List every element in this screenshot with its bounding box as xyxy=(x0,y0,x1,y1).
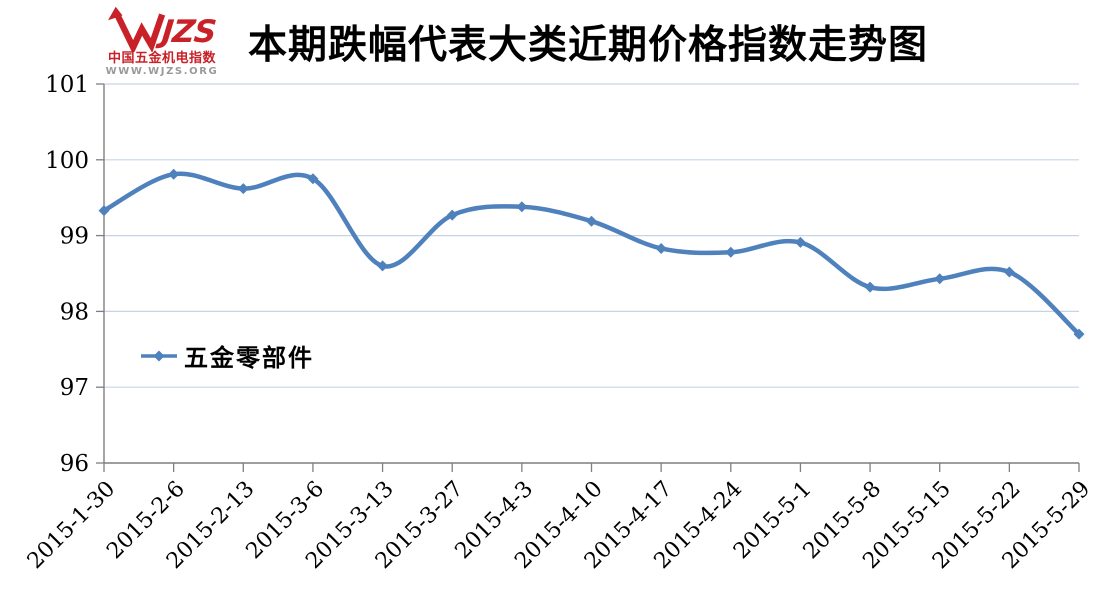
y-axis-tick-label: 99 xyxy=(60,224,89,250)
wjzs-website-url: WWW.WJZS.ORG xyxy=(105,66,219,77)
y-axis-tick-label: 101 xyxy=(45,72,89,98)
wjzs-logo: JZS 中国五金机电指数 WWW.WJZS.ORG xyxy=(97,6,227,78)
data-point-marker xyxy=(446,209,458,221)
data-point-marker xyxy=(237,183,249,195)
data-point-marker xyxy=(168,168,180,180)
data-point-marker xyxy=(1073,328,1085,340)
x-axis-tick-label: 2015-1-30 xyxy=(23,477,120,574)
series-line xyxy=(101,171,1082,337)
y-axis-tick-label: 97 xyxy=(60,375,89,401)
data-point-marker xyxy=(98,205,110,217)
chart-title: 本期跌幅代表大类近期价格指数走势图 xyxy=(247,22,929,68)
data-point-marker xyxy=(1003,266,1015,278)
wjzs-w-arrow-icon xyxy=(108,6,166,52)
data-point-marker xyxy=(377,260,389,272)
wjzs-logo-top: JZS xyxy=(97,6,227,52)
y-axis-tick-label: 98 xyxy=(60,299,89,325)
y-axis-tick-label: 96 xyxy=(60,451,89,477)
data-point-marker xyxy=(934,273,946,285)
wjzs-chinese-name: 中国五金机电指数 xyxy=(107,51,216,66)
data-point-marker xyxy=(725,246,737,258)
data-point-marker xyxy=(864,281,876,293)
data-point-marker xyxy=(655,242,667,254)
data-point-marker xyxy=(516,201,528,213)
legend-label: 五金零部件 xyxy=(184,343,314,372)
data-point-marker xyxy=(794,236,806,248)
y-axis-tick-label: 100 xyxy=(45,148,89,174)
legend-line-marker-icon xyxy=(141,350,177,361)
legend: 五金零部件 xyxy=(141,338,314,373)
data-point-marker xyxy=(307,173,319,185)
data-point-marker xyxy=(586,215,597,227)
